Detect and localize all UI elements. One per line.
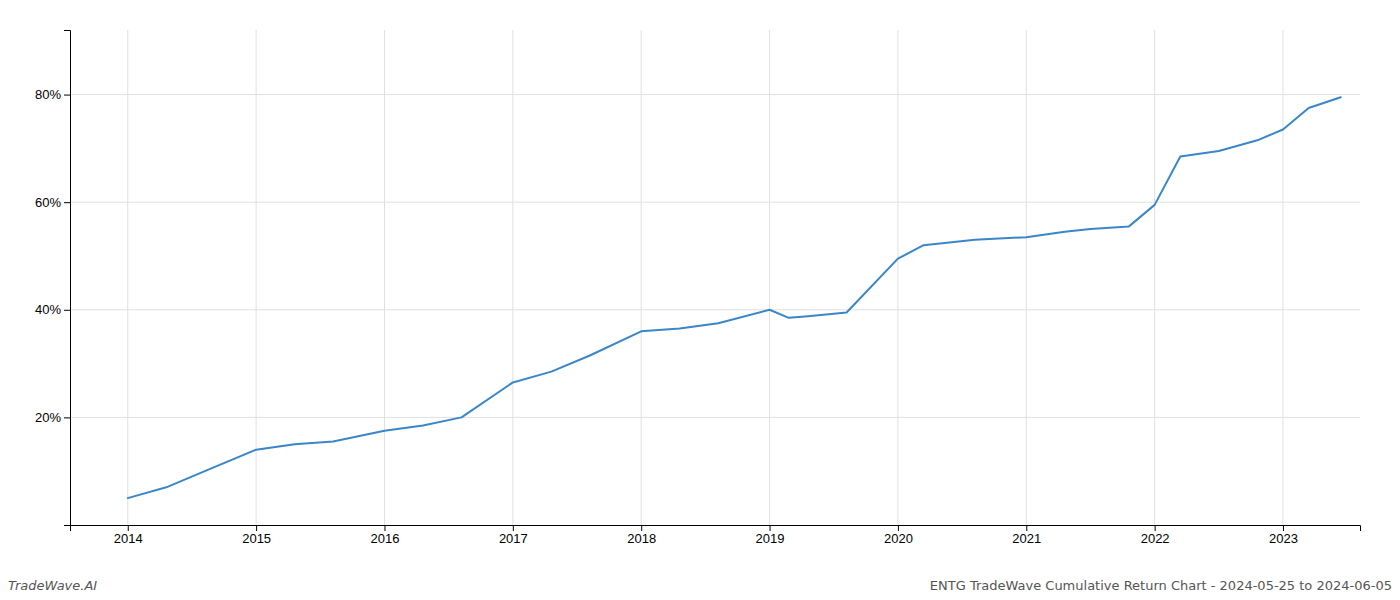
x-tick-label: 2018 <box>627 531 656 546</box>
x-tick-label: 2014 <box>114 531 143 546</box>
y-tick-label: 60% <box>35 195 61 210</box>
x-tick-mark <box>1026 525 1027 531</box>
grid-line <box>384 30 385 525</box>
x-tick: 2019 <box>756 525 785 546</box>
grid-line <box>70 417 1360 418</box>
x-tick: 2015 <box>242 525 271 546</box>
y-tick: 60% <box>35 195 70 210</box>
y-tick: 20% <box>35 410 70 425</box>
grid-line <box>70 94 1360 95</box>
x-tick-mark <box>898 525 899 531</box>
x-tick-mark <box>513 525 514 531</box>
grid-line <box>512 30 513 525</box>
annotation: TradeWave.AI <box>8 578 97 593</box>
x-tick: 2020 <box>884 525 913 546</box>
plot: 2014 2015 2016 2017 2018 2019 2020 2021 2022 2023… <box>35 30 1361 546</box>
grid-line <box>1282 30 1283 525</box>
x-tick: 2018 <box>627 525 656 546</box>
x-tick: 2021 <box>1012 525 1041 546</box>
chart: 2014 2015 2016 2017 2018 2019 2020 2021 2022 2023… <box>0 0 1400 600</box>
x-tick: 2023 <box>1269 525 1298 546</box>
y-tick-mark <box>64 310 70 311</box>
x-tick-mark <box>770 525 771 531</box>
grid-line <box>769 30 770 525</box>
grid-line <box>70 309 1360 310</box>
y-axis-line <box>64 31 71 526</box>
x-tick-label: 2020 <box>884 531 913 546</box>
grid-line <box>1026 30 1027 525</box>
x-tick: 2014 <box>114 525 143 546</box>
x-tick-mark <box>128 525 129 531</box>
grid-line <box>127 30 128 525</box>
y-tick-mark <box>64 202 70 203</box>
y-tick-mark <box>64 95 70 96</box>
y-axis: 20% 40% 60% 80% <box>35 31 71 526</box>
x-tick-mark <box>384 525 385 531</box>
x-tick-mark <box>641 525 642 531</box>
line <box>128 97 1341 498</box>
x-tick-mark <box>1155 525 1156 531</box>
x-axis-line <box>71 526 1361 532</box>
y-tick-label: 40% <box>35 302 61 317</box>
x-tick-label: 2021 <box>1012 531 1041 546</box>
x-tick: 2022 <box>1141 525 1170 546</box>
x-axis: 2014 2015 2016 2017 2018 2019 2020 2021 2022 2023 <box>71 525 1361 546</box>
y-tick: 40% <box>35 302 70 317</box>
x-tick-label: 2015 <box>242 531 271 546</box>
grid-line <box>1154 30 1155 525</box>
grid <box>70 30 1360 525</box>
y-tick-mark <box>64 417 70 418</box>
x-tick-label: 2017 <box>499 531 528 546</box>
x-tick-label: 2019 <box>756 531 785 546</box>
marks <box>128 97 1341 498</box>
grid-line <box>641 30 642 525</box>
y-tick-label: 20% <box>35 410 61 425</box>
y-tick-label: 80% <box>35 87 61 102</box>
grid-line <box>70 202 1360 203</box>
x-tick: 2017 <box>499 525 528 546</box>
x-tick-mark <box>256 525 257 531</box>
x-tick: 2016 <box>371 525 400 546</box>
y-tick: 80% <box>35 87 70 102</box>
x-tick-label: 2016 <box>371 531 400 546</box>
annotation: ENTG TradeWave Cumulative Return Chart -… <box>930 578 1392 593</box>
x-tick-label: 2022 <box>1141 531 1170 546</box>
x-tick-label: 2023 <box>1269 531 1298 546</box>
grid-line <box>897 30 898 525</box>
x-tick-mark <box>1283 525 1284 531</box>
